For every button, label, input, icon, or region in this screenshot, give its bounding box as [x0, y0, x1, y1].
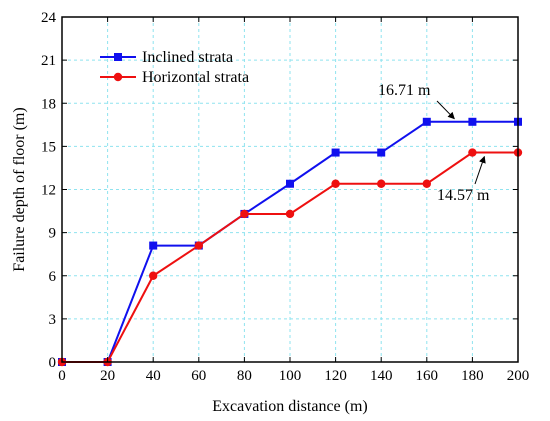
y-tick-label: 3 — [49, 312, 57, 328]
axis-ticks: 0 20 40 60 80 100 120 140 160 180 200 0 3 6 9 12 15 18 21 2… — [41, 10, 529, 384]
annotation-label-horizontal-max: 14.57 m — [437, 187, 490, 204]
legend: Inclined strata Horizontal strata — [100, 49, 249, 86]
x-tick-label: 20 — [100, 368, 115, 384]
data-point-square — [286, 179, 294, 188]
y-tick-label: 12 — [41, 183, 56, 199]
series-group — [57, 117, 523, 367]
data-point-circle — [149, 271, 158, 280]
y-tick-label: 24 — [41, 10, 57, 26]
annotation-label-inclined-max: 16.71 m — [378, 82, 431, 99]
annotations: 16.71 m 14.57 m — [378, 82, 490, 204]
data-point-circle — [285, 209, 295, 219]
grid — [62, 17, 518, 362]
data-point-circle — [468, 148, 477, 157]
data-point-square — [149, 241, 158, 250]
x-tick-label: 160 — [416, 368, 439, 384]
data-point-square — [331, 148, 340, 157]
legend-item-horizontal: Horizontal strata — [100, 69, 249, 86]
data-point-circle — [377, 179, 386, 188]
data-point-circle — [194, 241, 203, 250]
x-tick-label: 180 — [461, 368, 484, 384]
y-tick-label: 6 — [49, 269, 57, 285]
x-tick-label: 0 — [58, 368, 66, 384]
x-tick-label: 200 — [507, 368, 530, 384]
legend-item-inclined: Inclined strata — [100, 49, 233, 66]
x-tick-label: 120 — [324, 368, 347, 384]
y-tick-label: 9 — [49, 226, 57, 242]
y-tick-label: 15 — [41, 139, 56, 155]
x-tick-label: 100 — [279, 368, 302, 384]
y-tick-label: 0 — [49, 355, 57, 371]
data-point-circle — [422, 179, 431, 188]
y-tick-label: 18 — [41, 96, 56, 112]
x-tick-label: 140 — [370, 368, 393, 384]
data-point-circle — [331, 179, 340, 188]
x-tick-label: 60 — [191, 368, 206, 384]
x-tick-label: 80 — [237, 368, 252, 384]
data-point-circle — [240, 209, 249, 219]
legend-marker-horizontal — [113, 72, 123, 82]
data-point-square — [422, 117, 431, 126]
legend-label-inclined: Inclined strata — [142, 49, 233, 66]
x-tick-label: 40 — [146, 368, 161, 384]
legend-marker-inclined — [114, 53, 122, 61]
annotation-arrow-inclined-max — [436, 100, 455, 120]
data-point-square — [468, 117, 477, 126]
y-tick-label: 21 — [41, 53, 56, 69]
x-axis-title: Excavation distance (m) — [212, 398, 368, 415]
y-axis-title: Failure depth of floor (m) — [11, 107, 28, 271]
data-point-square — [377, 148, 386, 157]
annotation-arrow-horizontal-max — [474, 155, 486, 185]
legend-label-horizontal: Horizontal strata — [142, 69, 249, 86]
